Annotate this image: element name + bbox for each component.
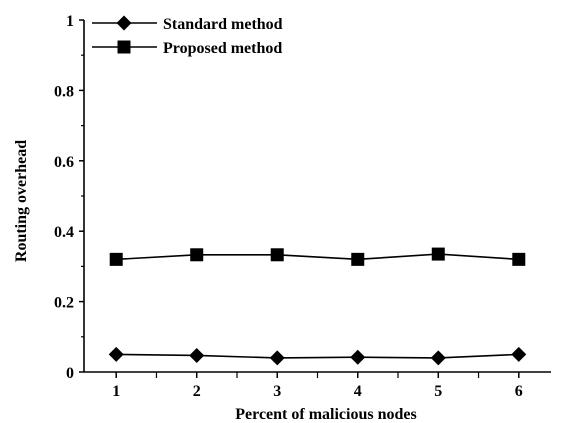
y-axis-title: Routing overhead [13, 140, 30, 262]
x-axis-title: Percent of malicious nodes [235, 406, 416, 423]
legend-marker-diamond [116, 15, 132, 31]
data-point-diamond [269, 350, 285, 366]
data-point-square [351, 252, 365, 266]
series-diamond [108, 346, 527, 366]
y-tick-label: 0.8 [54, 83, 74, 100]
y-tick-label: 1 [66, 13, 74, 30]
y-tick-label: 0.6 [54, 154, 74, 171]
x-tick-label: 1 [112, 383, 120, 400]
data-point-diamond [189, 347, 205, 363]
data-point-square [109, 252, 123, 266]
x-tick-label: 6 [515, 383, 523, 400]
legend-item: Standard method [92, 15, 283, 33]
y-tick-label: 0 [66, 365, 74, 382]
data-point-square [270, 248, 284, 262]
axes [83, 20, 551, 373]
y-tick-label: 0.4 [54, 224, 74, 241]
legend: Standard method Proposed method [92, 15, 283, 57]
legend-label: Proposed method [163, 40, 282, 57]
series-layer [108, 247, 527, 366]
x-tick-label: 4 [354, 383, 362, 400]
data-point-square [431, 247, 445, 261]
x-tick-label: 2 [193, 383, 201, 400]
data-point-square [512, 252, 526, 266]
series-line [116, 353, 519, 359]
legend-label: Standard method [163, 16, 283, 33]
x-ticks: 1 2 3 4 5 6 [112, 372, 523, 400]
series-line [116, 253, 519, 261]
data-point-diamond [430, 350, 446, 366]
legend-marker-square [117, 40, 131, 54]
x-tick-label: 5 [434, 383, 442, 400]
series-square [109, 247, 526, 266]
data-point-square [190, 248, 204, 262]
data-point-diamond [350, 349, 366, 365]
y-tick-label: 0.2 [54, 295, 74, 312]
x-tick-label: 3 [273, 383, 281, 400]
data-point-diamond [108, 346, 124, 362]
data-point-diamond [511, 346, 527, 362]
y-ticks: 0 0.2 0.4 0.6 0.8 1 [54, 13, 84, 382]
legend-item: Proposed method [92, 40, 282, 57]
